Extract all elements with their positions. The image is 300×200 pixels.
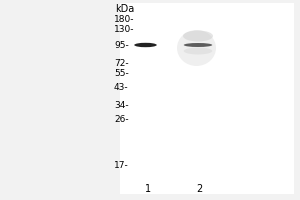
- Text: 2: 2: [196, 184, 202, 194]
- Text: 17-: 17-: [114, 160, 129, 170]
- Text: 95-: 95-: [114, 40, 129, 49]
- Text: 130-: 130-: [114, 24, 134, 33]
- Ellipse shape: [177, 30, 216, 66]
- Bar: [120, 3, 294, 194]
- Ellipse shape: [183, 30, 213, 42]
- Text: 180-: 180-: [114, 15, 134, 23]
- Ellipse shape: [184, 43, 212, 47]
- Text: 26-: 26-: [114, 116, 129, 124]
- Text: 34-: 34-: [114, 102, 129, 110]
- Text: 55-: 55-: [114, 68, 129, 77]
- Ellipse shape: [134, 43, 157, 47]
- Ellipse shape: [184, 47, 212, 54]
- Text: 43-: 43-: [114, 83, 129, 92]
- Text: kDa: kDa: [116, 4, 135, 14]
- Text: 72-: 72-: [114, 58, 129, 68]
- Text: 1: 1: [146, 184, 152, 194]
